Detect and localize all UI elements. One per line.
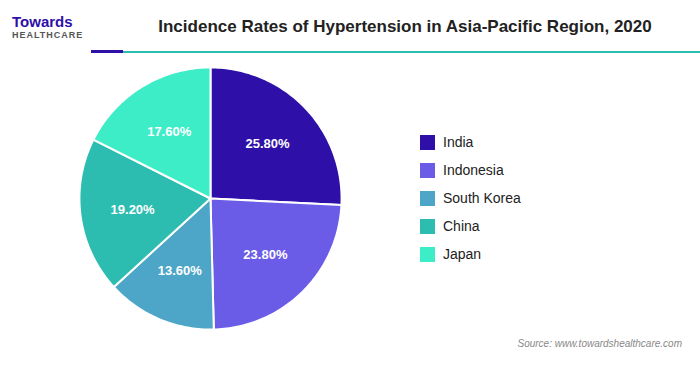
html-text:HEALTHCARE: HEALTHCARE (12, 30, 84, 40)
html-text:China: China (443, 218, 480, 234)
svg-text:17.60%: 17.60% (147, 124, 192, 139)
svg-text:19.20%: 19.20% (111, 201, 156, 216)
html-text:Japan: Japan (443, 246, 482, 262)
html-text:Towards: Towards (12, 13, 73, 30)
html-text:Source: www.towardshealthcare.: Source: www.towardshealthcare.com (517, 338, 682, 349)
html-text:India: India (443, 134, 474, 150)
html-text:Indonesia: Indonesia (443, 162, 504, 178)
svg-text:13.60%: 13.60% (158, 263, 203, 278)
svg-text:25.80%: 25.80% (245, 136, 290, 151)
html-text:Incidence Rates of Hypertensio: Incidence Rates of Hypertension in Asia-… (158, 17, 652, 36)
svg-text:23.80%: 23.80% (243, 247, 288, 262)
html-text:South Korea: South Korea (443, 190, 521, 206)
